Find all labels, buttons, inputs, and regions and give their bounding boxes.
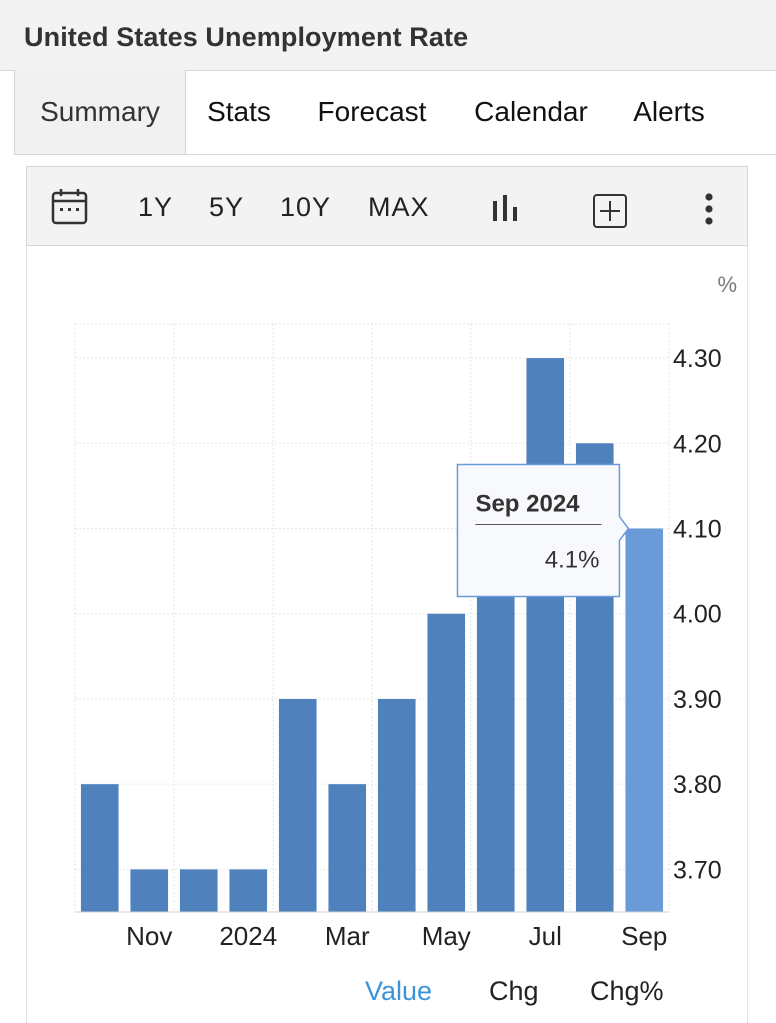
value-toggle-chg-percent[interactable]: Chg% xyxy=(590,976,664,1006)
unemployment-bar-chart: Nov 2024 Mar May Jul Sep 3.70 3.80 3.90 4.00 4.10 4… xyxy=(74,272,737,951)
y-tick-label: 3.70 xyxy=(673,856,722,884)
x-tick-label: Jul xyxy=(529,921,562,951)
range-1y-button[interactable]: 1Y xyxy=(138,192,174,222)
value-toggle-value[interactable]: Value xyxy=(365,976,433,1006)
header-bar: United States Unemployment Rate xyxy=(0,0,776,71)
y-tick-label: 4.20 xyxy=(673,430,722,458)
bar xyxy=(229,869,268,912)
x-tick-label: May xyxy=(422,921,471,951)
x-tick-label: Mar xyxy=(325,921,370,951)
range-10y-button[interactable]: 10Y xyxy=(280,192,332,222)
bar xyxy=(278,698,317,912)
y-tick-label: 3.80 xyxy=(673,771,722,799)
range-max-button[interactable]: MAX xyxy=(368,192,430,222)
tab-forecast[interactable]: Forecast xyxy=(317,96,427,127)
bar xyxy=(80,784,119,912)
tooltip-box xyxy=(456,463,630,598)
x-tick-label: Sep xyxy=(621,921,667,951)
bar xyxy=(130,869,169,912)
unit-label: % xyxy=(717,272,737,297)
y-tick-label: 4.30 xyxy=(673,345,722,373)
tab-alerts[interactable]: Alerts xyxy=(633,96,705,127)
more-vertical-icon[interactable] xyxy=(703,193,715,230)
bar xyxy=(427,613,466,912)
chart-toolbar: 1Y 5Y 10Y MAX xyxy=(26,166,748,246)
tab-bar: Summary Stats Forecast Calendar Alerts xyxy=(14,70,776,155)
tooltip-value: 4.1% xyxy=(545,547,600,574)
tooltip-title: Sep 2024 xyxy=(475,491,580,518)
y-tick-label: 3.90 xyxy=(673,686,722,714)
y-tick-label: 4.00 xyxy=(673,601,722,629)
bar xyxy=(377,698,416,912)
x-tick-label: 2024 xyxy=(219,921,277,951)
tab-stats[interactable]: Stats xyxy=(207,96,271,127)
add-box-icon[interactable] xyxy=(592,193,628,234)
page-title: United States Unemployment Rate xyxy=(24,22,469,52)
bar xyxy=(179,869,218,912)
bar xyxy=(526,358,565,912)
x-tick-label: Nov xyxy=(126,921,172,951)
bar xyxy=(625,528,664,912)
bar xyxy=(328,784,367,912)
calendar-icon[interactable] xyxy=(51,187,89,232)
value-toggle-chg[interactable]: Chg xyxy=(489,976,539,1006)
y-tick-label: 4.10 xyxy=(673,516,722,544)
range-5y-button[interactable]: 5Y xyxy=(209,192,245,222)
bar-chart-icon[interactable] xyxy=(491,193,521,228)
tab-calendar[interactable]: Calendar xyxy=(474,96,588,127)
chart-panel: Nov 2024 Mar May Jul Sep 3.70 3.80 3.90 4.00 4.10 4… xyxy=(26,246,748,1023)
tab-summary[interactable]: Summary xyxy=(15,70,186,154)
